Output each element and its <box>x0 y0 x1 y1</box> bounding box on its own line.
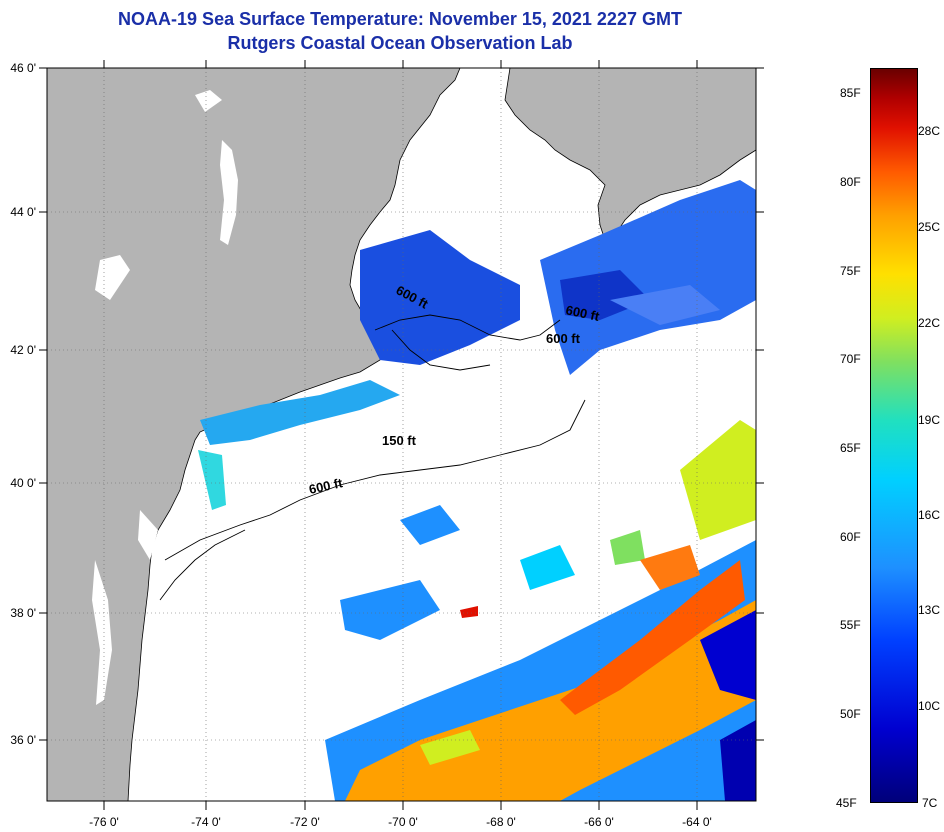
contour-label: 150 ft <box>382 433 417 448</box>
axis-ticks <box>39 60 764 810</box>
colorbar-c-label: 19C <box>918 413 941 427</box>
colorbar-c-label: 28C <box>918 124 941 138</box>
colorbar-c-label: 7C <box>922 796 938 810</box>
colorbar-f-label: 85F <box>840 86 861 100</box>
colorbar-c-label: 22C <box>918 316 941 330</box>
contour-label: 600 ft <box>564 302 601 324</box>
colorbar-f-label: 80F <box>840 175 861 189</box>
contour-label: 600 ft <box>546 331 581 346</box>
map-title: NOAA-19 Sea Surface Temperature: Novembe… <box>118 9 682 29</box>
colorbar-f-label: 45F <box>836 796 857 810</box>
lake <box>195 90 222 112</box>
sst-gulf-stream <box>325 540 756 801</box>
lon-tick-label: -76 0' <box>89 815 119 829</box>
colorbar-f-label: 55F <box>840 618 861 632</box>
colorbar-f-label: 70F <box>840 352 861 366</box>
temperature-colorbar <box>870 68 918 803</box>
colorbar-c-label: 16C <box>918 508 941 522</box>
colorbar-f-label: 50F <box>840 707 861 721</box>
depth-contours <box>159 314 586 601</box>
map-frame <box>46 67 757 802</box>
colorbar-f-label: 60F <box>840 530 861 544</box>
sst-cool-water <box>198 180 756 510</box>
sst-slope-water <box>340 420 756 640</box>
colorbar-f-label: 65F <box>840 441 861 455</box>
colorbar-c-label: 10C <box>918 699 941 713</box>
lat-tick-label: 46 0' <box>10 61 36 75</box>
lat-tick-label: 44 0' <box>10 205 36 219</box>
lat-tick-label: 36 0' <box>10 733 36 747</box>
lake <box>220 140 238 245</box>
colorbar-f-label: 75F <box>840 264 861 278</box>
colorbar-c-label: 25C <box>918 220 941 234</box>
lon-tick-label: -72 0' <box>290 815 320 829</box>
colorbar-c-label: 13C <box>918 603 941 617</box>
delaware-bay <box>138 510 158 560</box>
contour-label: 600 ft <box>308 475 345 497</box>
map-subtitle: Rutgers Coastal Ocean Observation Lab <box>227 33 573 53</box>
lat-tick-label: 42 0' <box>10 343 36 357</box>
lon-tick-label: -66 0' <box>584 815 614 829</box>
longitude-labels: -76 0' -74 0' -72 0' -70 0' -68 0' -66 0… <box>89 815 712 829</box>
lat-tick-label: 40 0' <box>10 476 36 490</box>
lon-tick-label: -68 0' <box>486 815 516 829</box>
lon-tick-label: -74 0' <box>191 815 221 829</box>
chesapeake-bay <box>92 560 112 705</box>
lon-tick-label: -70 0' <box>388 815 418 829</box>
land-us-coast <box>47 68 461 801</box>
latitude-labels: 46 0' 44 0' 42 0' 40 0' 38 0' 36 0' <box>10 61 36 747</box>
lon-tick-label: -64 0' <box>682 815 712 829</box>
lat-tick-label: 38 0' <box>10 606 36 620</box>
